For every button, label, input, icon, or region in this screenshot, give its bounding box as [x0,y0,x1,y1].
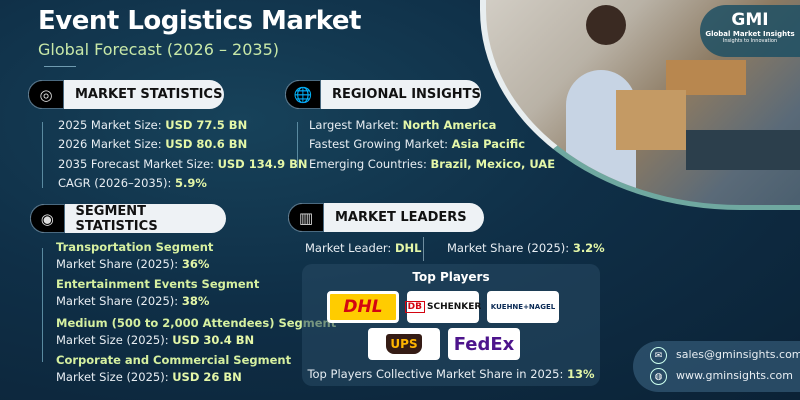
divider [44,66,76,67]
segment-name: Entertainment Events Segment [56,277,260,291]
segment-name: Transportation Segment [56,240,214,254]
segment-value: Market Size (2025): USD 30.4 BN [56,333,255,347]
target-chart-icon: ◉ [30,204,65,233]
market-leader: Market Leader: DHL [305,241,422,255]
brand-name: Global Market Insights [705,30,795,38]
brand-tagline: Insights to Innovation [722,38,778,44]
market-leaders-header: ▥ MARKET LEADERS [288,203,484,232]
db-schenker-logo: DB SCHENKER [404,291,481,323]
fedex-logo: FedEx [448,328,520,360]
kuehne-nagel-logo: KUEHNE+NAGEL [487,291,559,323]
emerging-countries: Emerging Countries: Brazil, Mexico, UAE [309,157,556,171]
largest-market: Largest Market: North America [309,118,497,132]
top-players-title: Top Players [412,270,490,284]
regional-insights-header: 🌐 REGIONAL INSIGHTS [285,80,481,109]
market-statistics-header: ◎ MARKET STATISTICS [28,80,224,109]
stat-cagr: CAGR (2026–2035): 5.9% [58,176,207,190]
fastest-market: Fastest Growing Market: Asia Pacific [309,137,526,151]
chart-globe-icon: ◎ [28,80,64,109]
segment-statistics-header: ◉ SEGMENT STATISTICS [30,204,226,233]
segment-name: Corporate and Commercial Segment [56,353,292,367]
stat-2026: 2026 Market Size: USD 80.6 BN [58,137,248,151]
logo-text: GMI [731,10,769,30]
segment-name: Medium (500 to 2,000 Attendees) Segment [56,316,337,330]
section-title: REGIONAL INSIGHTS [332,87,481,102]
page-title: Event Logistics Market [38,6,361,36]
section-title: MARKET STATISTICS [75,87,223,102]
globe-icon: ◍ [650,368,667,385]
gmi-logo: GMI Global Market Insights Insights to I… [700,5,800,57]
globe-icon: 🌐 [285,80,321,109]
page-subtitle: Global Forecast (2026 – 2035) [38,40,280,59]
segment-value: Market Size (2025): USD 26 BN [56,370,242,384]
ups-logo: UPS [368,328,440,360]
top-players-panel: Top Players DHL DB SCHENKER KUEHNE+NAGEL… [302,264,600,386]
section-title: MARKET LEADERS [335,210,467,225]
collective-share: Top Players Collective Market Share in 2… [307,367,595,381]
website-link[interactable]: www.gminsights.com [676,369,793,382]
email-icon: ✉ [650,347,667,364]
section-title: SEGMENT STATISTICS [75,204,158,233]
dhl-logo: DHL [327,291,399,323]
email-link[interactable]: sales@gminsights.com [676,348,800,361]
leader-share: Market Share (2025): 3.2% [447,241,605,255]
contact-panel: ✉ sales@gminsights.com ◍ www.gminsights.… [633,341,800,392]
stat-2035: 2035 Forecast Market Size: USD 134.9 BN [58,157,308,171]
segment-value: Market Share (2025): 36% [56,257,210,271]
segment-value: Market Share (2025): 38% [56,294,210,308]
stat-2025: 2025 Market Size: USD 77.5 BN [58,118,248,132]
leaderboard-icon: ▥ [288,203,324,232]
